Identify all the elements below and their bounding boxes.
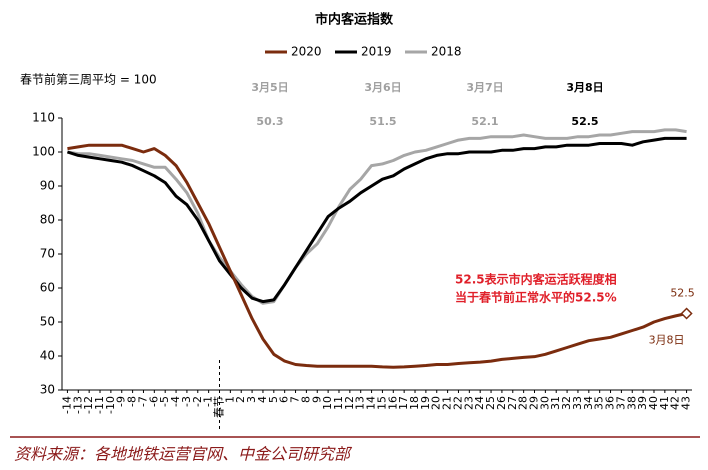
x-tick-label: 31: [549, 396, 562, 410]
x-tick-label: 春节: [213, 396, 226, 418]
x-tick-label: -12: [82, 396, 95, 414]
legend-label: 2018: [431, 45, 462, 59]
x-tick-label: 3: [245, 396, 258, 403]
x-tick-label: -1: [202, 396, 215, 407]
x-tick-label: 6: [278, 396, 291, 403]
x-tick-label: 43: [680, 396, 693, 410]
x-tick-label: 29: [528, 396, 541, 410]
annotation-date: 3月7日: [466, 81, 503, 94]
y-tick-label: 90: [40, 179, 55, 193]
x-tick-label: 24: [473, 396, 486, 410]
x-tick-label: 2: [234, 396, 247, 403]
x-tick-label: 32: [560, 396, 573, 410]
legend-label: 2020: [291, 45, 322, 59]
chart-title: 市内客运指数: [315, 12, 394, 28]
x-tick-label: 19: [419, 396, 432, 410]
x-tick-label: 38: [625, 396, 638, 410]
x-tick-label: 10: [321, 396, 334, 410]
y-tick-label: 100: [32, 145, 55, 159]
x-tick-label: 13: [354, 396, 367, 410]
annotation-value: 52.5: [571, 115, 598, 128]
x-tick-label: -9: [115, 396, 128, 407]
y-tick-label: 30: [40, 383, 55, 397]
x-tick-label: -11: [93, 396, 106, 414]
end-marker: [680, 307, 693, 320]
series-line: [67, 143, 687, 369]
legend-label: 2019: [361, 45, 392, 59]
x-tick-label: 12: [343, 396, 356, 410]
y-tick-label: 60: [40, 281, 55, 295]
annotation-date: 3月5日: [251, 81, 288, 94]
x-tick-label: -10: [104, 396, 117, 414]
y-unit-label: 春节前第三周平均 = 100: [20, 72, 157, 87]
x-tick-label: 37: [614, 396, 627, 410]
y-tick-label: 70: [40, 247, 55, 261]
x-tick-label: -2: [191, 396, 204, 407]
x-tick-label: -3: [180, 396, 193, 407]
source: 资料来源：各地地铁运营官网、中金公司研究部: [14, 445, 353, 464]
x-tick-label: 33: [571, 396, 584, 410]
x-tick-label: -13: [71, 396, 84, 414]
x-tick-label: 14: [365, 396, 378, 410]
x-tick-label: 5: [267, 396, 280, 403]
x-tick-label: 20: [430, 396, 443, 410]
x-tick-label: 26: [495, 396, 508, 410]
x-tick-label: 36: [604, 396, 617, 410]
y-tick-label: 110: [32, 111, 55, 125]
series-line: [66, 136, 687, 304]
x-tick-label: -5: [158, 396, 171, 407]
x-tick-label: 27: [506, 396, 519, 410]
y-tick-label: 80: [40, 213, 55, 227]
series-line: [67, 128, 687, 305]
x-tick-label: 1: [223, 396, 236, 403]
x-tick-label: 18: [408, 396, 421, 410]
annotation-value: 51.5: [369, 115, 396, 128]
annotation-date: 3月8日: [566, 81, 603, 94]
x-tick-label: 30: [538, 396, 551, 410]
end-date-label: 3月8日: [649, 334, 685, 347]
annotation-value: 50.3: [256, 115, 283, 128]
x-tick-label: 17: [397, 396, 410, 410]
x-tick-label: 42: [669, 396, 682, 410]
x-tick-label: 7: [289, 396, 302, 403]
note: 当于春节前正常水平的52.5%: [455, 290, 617, 305]
x-tick-label: 39: [636, 396, 649, 410]
annotation-date: 3月6日: [364, 81, 401, 94]
x-tick-label: -8: [126, 396, 139, 407]
x-tick-label: 16: [386, 396, 399, 410]
x-tick-label: 4: [256, 396, 269, 403]
x-tick-label: 22: [451, 396, 464, 410]
annotation-value: 52.1: [471, 115, 498, 128]
y-tick-label: 40: [40, 349, 55, 363]
x-tick-label: -6: [147, 396, 160, 407]
x-tick-label: 23: [462, 396, 475, 410]
x-tick-label: 28: [517, 396, 530, 410]
x-tick-label: 40: [647, 396, 660, 410]
x-tick-label: 34: [582, 396, 595, 410]
x-tick-label: 21: [441, 396, 454, 410]
x-tick-label: -14: [60, 396, 73, 414]
x-tick-label: -4: [169, 396, 182, 407]
x-tick-label: 9: [310, 396, 323, 403]
y-tick-label: 50: [40, 315, 55, 329]
x-tick-label: 25: [484, 396, 497, 410]
note: 52.5表示市内客运活跃程度相: [455, 272, 617, 287]
x-tick-label: 8: [299, 396, 312, 403]
x-tick-label: -7: [136, 396, 149, 407]
x-tick-label: 35: [593, 396, 606, 410]
x-tick-label: 15: [375, 396, 388, 410]
x-tick-label: 41: [658, 396, 671, 410]
end-value-label: 52.5: [670, 287, 695, 300]
x-tick-label: 11: [332, 396, 345, 410]
